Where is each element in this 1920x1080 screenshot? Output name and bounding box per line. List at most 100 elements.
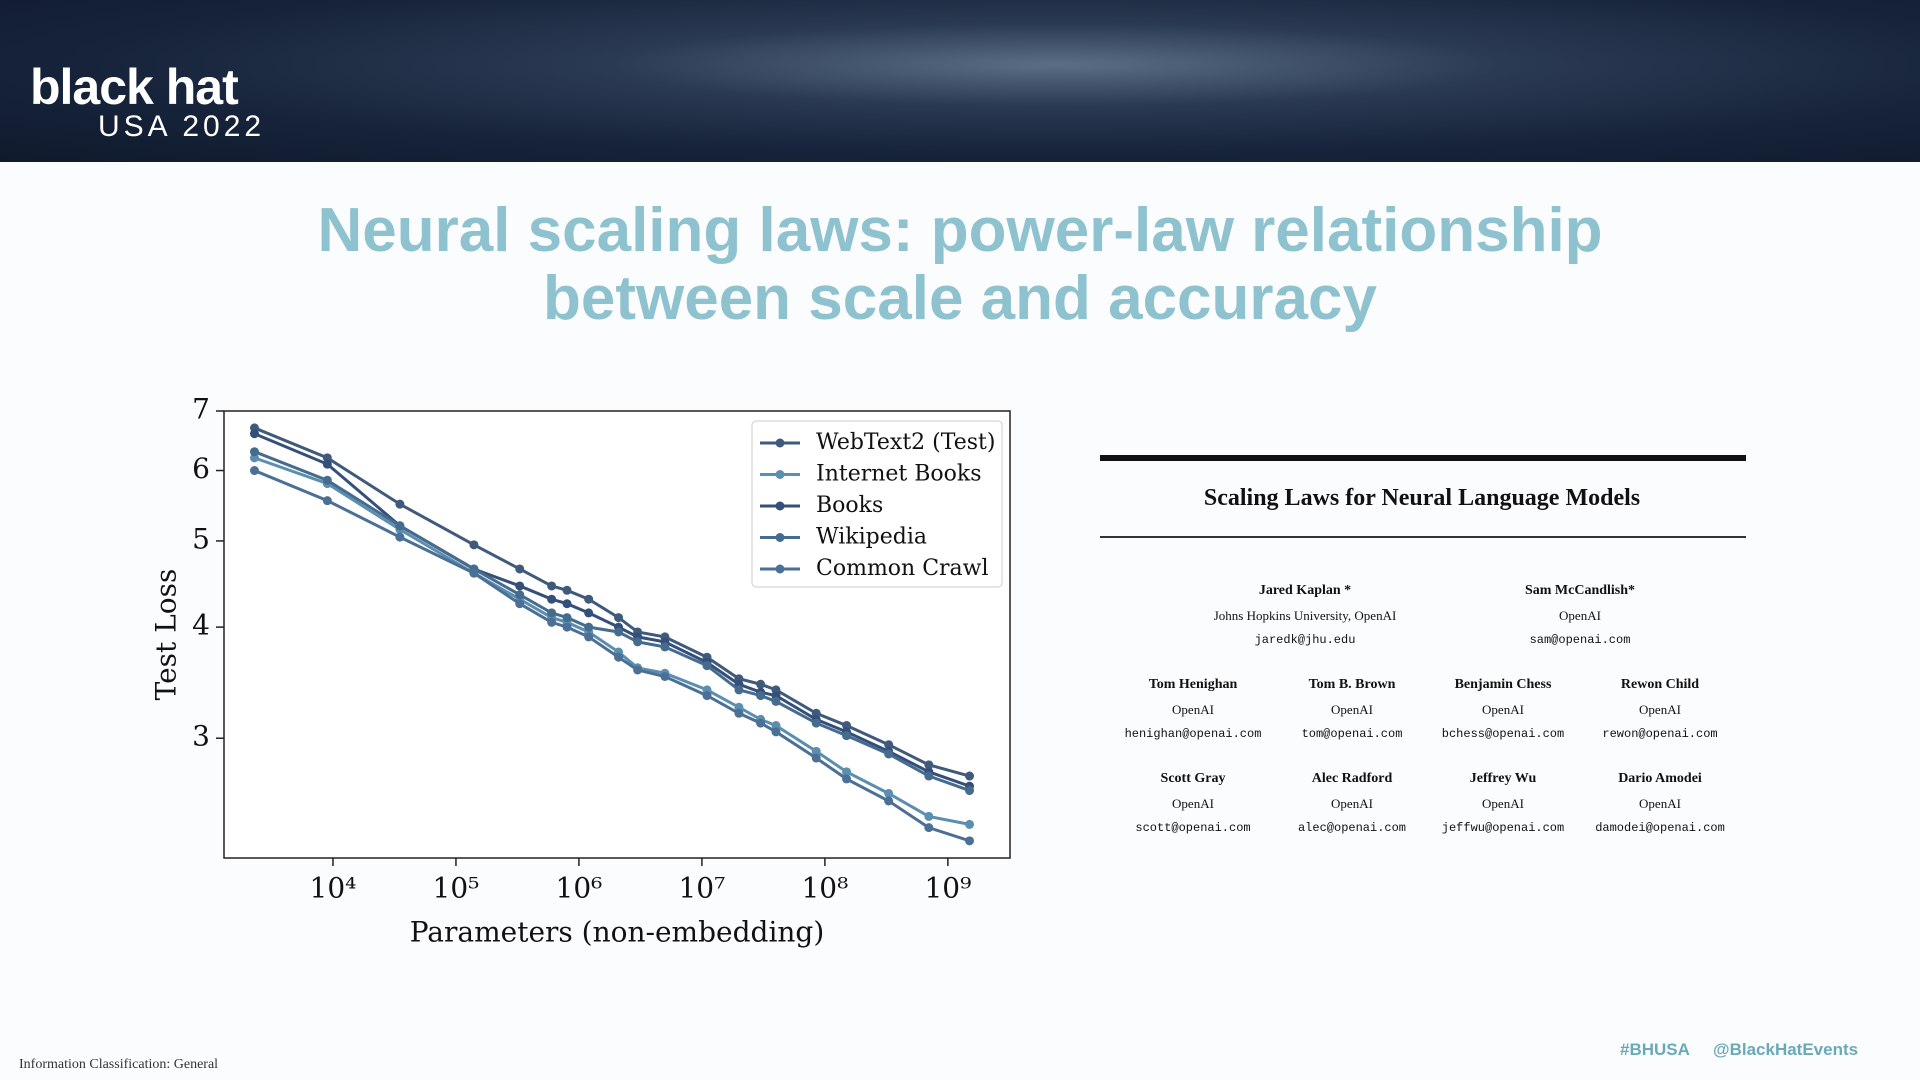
- data-point: [614, 613, 624, 623]
- data-point: [584, 622, 594, 632]
- author-name: Alec Radford: [1311, 771, 1393, 786]
- data-point: [562, 622, 572, 632]
- legend-label: Books: [816, 493, 883, 518]
- author-name: Dario Amodei: [1618, 771, 1702, 786]
- data-point: [584, 608, 594, 618]
- data-point: [702, 691, 712, 701]
- data-point: [924, 811, 934, 821]
- x-tick-label: 10⁸: [801, 872, 848, 905]
- event-name: USA 2022: [98, 110, 266, 143]
- data-point: [395, 521, 405, 531]
- classification: Information Classification: General: [19, 1057, 219, 1072]
- data-point: [515, 581, 525, 591]
- data-point: [249, 466, 259, 476]
- author: Scott Gray OpenAI scott@openai.com: [1093, 771, 1293, 835]
- legend-swatch: [775, 533, 785, 542]
- legend-label: Internet Books: [816, 462, 982, 487]
- data-point: [734, 685, 744, 695]
- author: Sam McCandlish* OpenAI sam@openai.com: [1480, 583, 1680, 647]
- logo: black hat: [30, 59, 239, 115]
- author: Dario Amodei OpenAI damodei@openai.com: [1560, 771, 1760, 835]
- data-point: [965, 836, 975, 846]
- data-point: [884, 749, 894, 759]
- data-point: [562, 585, 572, 595]
- series-line: [253, 469, 970, 843]
- author-affiliation: OpenAI: [1639, 702, 1681, 717]
- author-affiliation: OpenAI: [1482, 796, 1524, 811]
- rule: [1100, 455, 1746, 461]
- data-point: [515, 564, 525, 574]
- author-affiliation: OpenAI: [1331, 702, 1373, 717]
- author-email: tom@openai.com: [1301, 727, 1403, 741]
- legend-swatch: [775, 470, 785, 479]
- legend-label: WebText2 (Test): [816, 430, 995, 455]
- author-email: sam@openai.com: [1529, 633, 1631, 647]
- chart: 3 4 5 6 7 10⁴ 10⁵ 10⁶ 10⁷ 10⁸ 10⁹ Parameters (non-e…: [150, 393, 1011, 949]
- data-point: [965, 771, 975, 781]
- data-point: [322, 475, 332, 485]
- author-affiliation: OpenAI: [1331, 796, 1373, 811]
- data-point: [322, 453, 332, 463]
- data-point: [395, 499, 405, 509]
- handle: @BlackHatEvents: [1713, 1040, 1859, 1059]
- data-point: [322, 459, 332, 469]
- data-point: [842, 774, 852, 784]
- data-point: [515, 599, 525, 609]
- hashtag: #BHUSA: [1620, 1040, 1690, 1059]
- author-name: Tom B. Brown: [1308, 677, 1396, 692]
- legend-swatch: [775, 564, 785, 574]
- data-point: [965, 786, 975, 796]
- y-tick-label: 6: [192, 452, 210, 485]
- data-point: [811, 746, 821, 756]
- author-email: henighan@openai.com: [1124, 727, 1262, 741]
- data-point: [811, 718, 821, 728]
- data-point: [562, 599, 572, 609]
- paper-title: Scaling Laws for Neural Language Models: [1203, 485, 1641, 511]
- y-axis-label: Test Loss: [150, 569, 183, 701]
- data-point: [756, 718, 766, 728]
- author-affiliation: Johns Hopkins University, OpenAI: [1213, 608, 1397, 623]
- author-name: Scott Gray: [1160, 771, 1226, 786]
- author-affiliation: OpenAI: [1172, 796, 1214, 811]
- y-tick-label: 7: [192, 393, 210, 426]
- author: Benjamin Chess OpenAI bchess@openai.com: [1403, 677, 1603, 741]
- legend-label: Wikipedia: [816, 525, 927, 550]
- x-tick-label: 10⁴: [310, 872, 357, 905]
- series-line: [253, 450, 971, 792]
- author-name: Tom Henighan: [1148, 677, 1238, 692]
- author: Jared Kaplan * Johns Hopkins University, …: [1205, 583, 1405, 647]
- author-affiliation: OpenAI: [1559, 608, 1601, 623]
- data-point: [771, 696, 781, 706]
- data-point: [469, 540, 479, 550]
- author-email: bchess@openai.com: [1441, 727, 1565, 741]
- data-point: [547, 581, 557, 591]
- author-name: Benjamin Chess: [1454, 677, 1552, 692]
- series-line: [253, 426, 970, 778]
- data-point: [756, 679, 766, 689]
- legend-label: Common Crawl: [816, 556, 989, 581]
- data-point: [562, 613, 572, 623]
- data-point: [702, 661, 712, 671]
- data-point: [771, 721, 781, 731]
- x-tick-label: 10⁹: [924, 872, 971, 905]
- data-point: [249, 453, 259, 463]
- data-point: [515, 590, 525, 600]
- author-email: damodei@openai.com: [1595, 821, 1725, 835]
- data-point: [614, 652, 624, 662]
- author-name: Jared Kaplan *: [1258, 583, 1352, 598]
- author-email: alec@openai.com: [1297, 821, 1407, 835]
- paper-excerpt: Scaling Laws for Neural Language Models …: [1098, 455, 1746, 855]
- slide-title: Neural scaling laws: power-law relations…: [317, 196, 1603, 265]
- author-affiliation: OpenAI: [1482, 702, 1524, 717]
- data-point: [547, 608, 557, 618]
- y-tick-label: 5: [192, 522, 210, 555]
- data-point: [547, 594, 557, 604]
- data-point: [842, 767, 852, 777]
- author-name: Rewon Child: [1620, 677, 1700, 692]
- data-point: [633, 665, 643, 675]
- author-affiliation: OpenAI: [1639, 796, 1681, 811]
- data-point: [756, 691, 766, 701]
- author: Tom B. Brown OpenAI tom@openai.com: [1252, 677, 1452, 741]
- data-point: [660, 671, 670, 681]
